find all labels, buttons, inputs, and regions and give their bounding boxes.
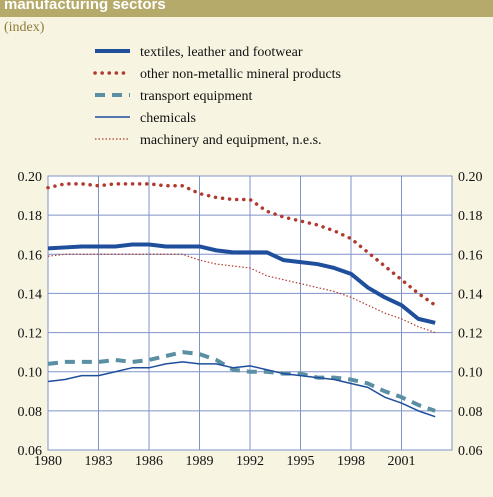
series-line <box>47 242 436 325</box>
legend-label: chemicals <box>140 111 196 126</box>
legend-label: other non-metallic mineral products <box>140 67 341 82</box>
legend-label: textiles, leather and footwear <box>140 45 303 60</box>
series-line <box>46 182 437 307</box>
y2-tick-label: 0.06 <box>458 444 483 459</box>
x-tick-label: 1992 <box>236 454 264 469</box>
x-tick-label: 1980 <box>34 454 62 469</box>
y-tick-label: 0.08 <box>18 405 43 420</box>
x-tick-label: 2001 <box>388 454 416 469</box>
y2-tick-label: 0.08 <box>458 405 483 420</box>
y-tick-label: 0.16 <box>18 248 43 263</box>
series-line <box>47 350 436 413</box>
y-tick-label: 0.06 <box>18 444 43 459</box>
y-tick-label: 0.10 <box>18 366 43 381</box>
x-tick-label: 1989 <box>186 454 214 469</box>
x-tick-label: 1983 <box>85 454 113 469</box>
y2-tick-label: 0.18 <box>458 209 483 224</box>
y2-tick-label: 0.20 <box>458 170 483 185</box>
chart-subtitle: (index) <box>4 20 45 35</box>
y2-tick-label: 0.12 <box>458 327 483 342</box>
y2-tick-label: 0.10 <box>458 366 483 381</box>
legend-label: transport equipment <box>140 89 252 104</box>
y2-tick-label: 0.16 <box>458 248 483 263</box>
y-tick-label: 0.18 <box>18 209 43 224</box>
y-tick-label: 0.20 <box>18 170 43 185</box>
y2-tick-label: 0.14 <box>458 287 483 302</box>
x-tick-label: 1995 <box>287 454 315 469</box>
chart-title: manufacturing sectors <box>4 0 166 13</box>
header-bar <box>0 0 493 17</box>
series-line <box>47 361 436 418</box>
x-tick-label: 1986 <box>135 454 163 469</box>
y-tick-label: 0.12 <box>18 327 43 342</box>
y-tick-label: 0.14 <box>18 287 43 302</box>
legend-label: machinery and equipment, n.e.s. <box>140 133 322 148</box>
x-tick-label: 1998 <box>337 454 365 469</box>
